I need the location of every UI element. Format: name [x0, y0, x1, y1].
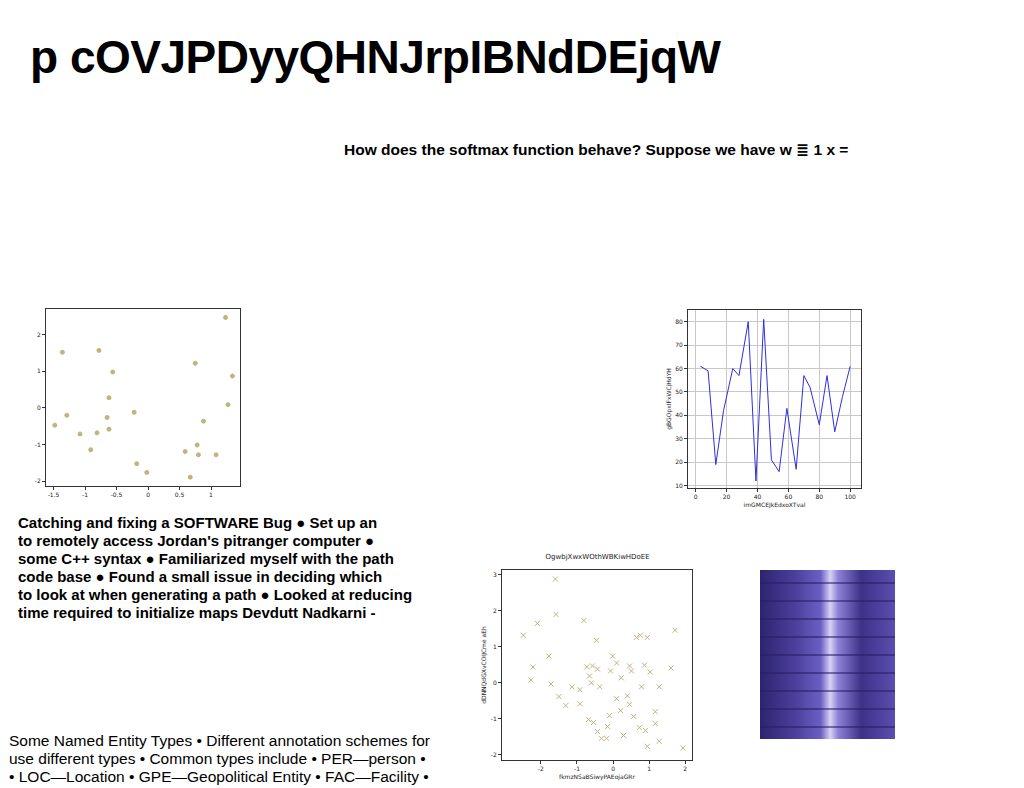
svg-text:dDNNQdGXvCOIJCme aEh: dDNNQdGXvCOIJCme aEh — [480, 626, 488, 704]
html-text:time required to initialize ma: time required to initialize maps Devdutt… — [18, 604, 376, 621]
svg-text:-2: -2 — [538, 765, 544, 772]
svg-text:60: 60 — [675, 365, 683, 372]
svg-text:-1: -1 — [574, 765, 580, 772]
svg-text:-0.5: -0.5 — [111, 491, 123, 498]
svg-text:2: 2 — [683, 765, 687, 772]
svg-text:0.5: 0.5 — [175, 491, 185, 498]
svg-text:2: 2 — [493, 607, 497, 614]
svg-text:-1: -1 — [491, 715, 497, 722]
html-text:some C++ syntax ● Familiarized: some C++ syntax ● Familiarized myself wi… — [18, 550, 394, 567]
svg-text:1: 1 — [647, 765, 651, 772]
svg-text:30: 30 — [675, 435, 683, 442]
svg-text:0: 0 — [146, 491, 150, 498]
svg-text:fkmzNSaBSiwyPAEojaGRr: fkmzNSaBSiwyPAEojaGRr — [559, 773, 635, 781]
svg-text:0: 0 — [611, 765, 615, 772]
svg-text:40: 40 — [754, 493, 762, 500]
svg-text:gBGOpxIFxWCjHdYH: gBGOpxIFxWCjHdYH — [665, 368, 673, 430]
svg-text:100: 100 — [844, 493, 856, 500]
svg-text:40: 40 — [675, 411, 683, 418]
html-text:to remotely access Jordan's pi: to remotely access Jordan's pitranger co… — [18, 532, 375, 549]
html-text:Some Named Entity Types • Diff: Some Named Entity Types • Different anno… — [9, 732, 430, 749]
svg-text:-2: -2 — [35, 477, 41, 484]
html-text:Catching and fixing a SOFTWARE: Catching and fixing a SOFTWARE Bug ● Set… — [18, 514, 378, 531]
svg-text:1: 1 — [493, 643, 497, 650]
html-text:use different types • Common t: use different types • Common types inclu… — [9, 750, 426, 767]
svg-text:1: 1 — [209, 491, 213, 498]
html-text:to look at when generating a p: to look at when generating a path ● Look… — [18, 586, 413, 603]
html-text:How does the softmax function: How does the softmax function behave? Su… — [344, 141, 849, 158]
svg-text:60: 60 — [785, 493, 793, 500]
html-text:p cOVJPDyyQHNJrpIBNdDEjqW: p cOVJPDyyQHNJrpIBNdDEjqW — [30, 31, 721, 83]
svg-text:-2: -2 — [491, 751, 497, 758]
svg-text:OgwbjXwxWOthWBKiwHDoEE: OgwbjXwxWOthWBKiwHDoEE — [546, 553, 650, 561]
svg-text:imGMCEJkEdxoXTval: imGMCEJkEdxoXTval — [744, 501, 806, 509]
html-text:• LOC—Location • GPE—Geopoliti: • LOC—Location • GPE—Geopolitical Entity… — [9, 768, 429, 785]
svg-text:20: 20 — [723, 493, 731, 500]
svg-text:10: 10 — [675, 482, 683, 489]
svg-text:20: 20 — [675, 458, 683, 465]
svg-text:0: 0 — [37, 404, 41, 411]
svg-text:70: 70 — [675, 341, 683, 348]
svg-text:2: 2 — [37, 331, 41, 338]
svg-text:50: 50 — [675, 388, 683, 395]
svg-text:-1: -1 — [82, 491, 88, 498]
svg-text:-1: -1 — [35, 441, 41, 448]
svg-text:0: 0 — [493, 679, 497, 686]
svg-text:1: 1 — [37, 367, 41, 374]
svg-text:3: 3 — [493, 571, 497, 578]
html-text:code base ● Found a small issu: code base ● Found a small issue in decid… — [18, 568, 383, 585]
svg-text:80: 80 — [675, 318, 683, 325]
svg-text:-1.5: -1.5 — [48, 491, 60, 498]
svg-text:0: 0 — [694, 493, 698, 500]
svg-text:80: 80 — [815, 493, 823, 500]
